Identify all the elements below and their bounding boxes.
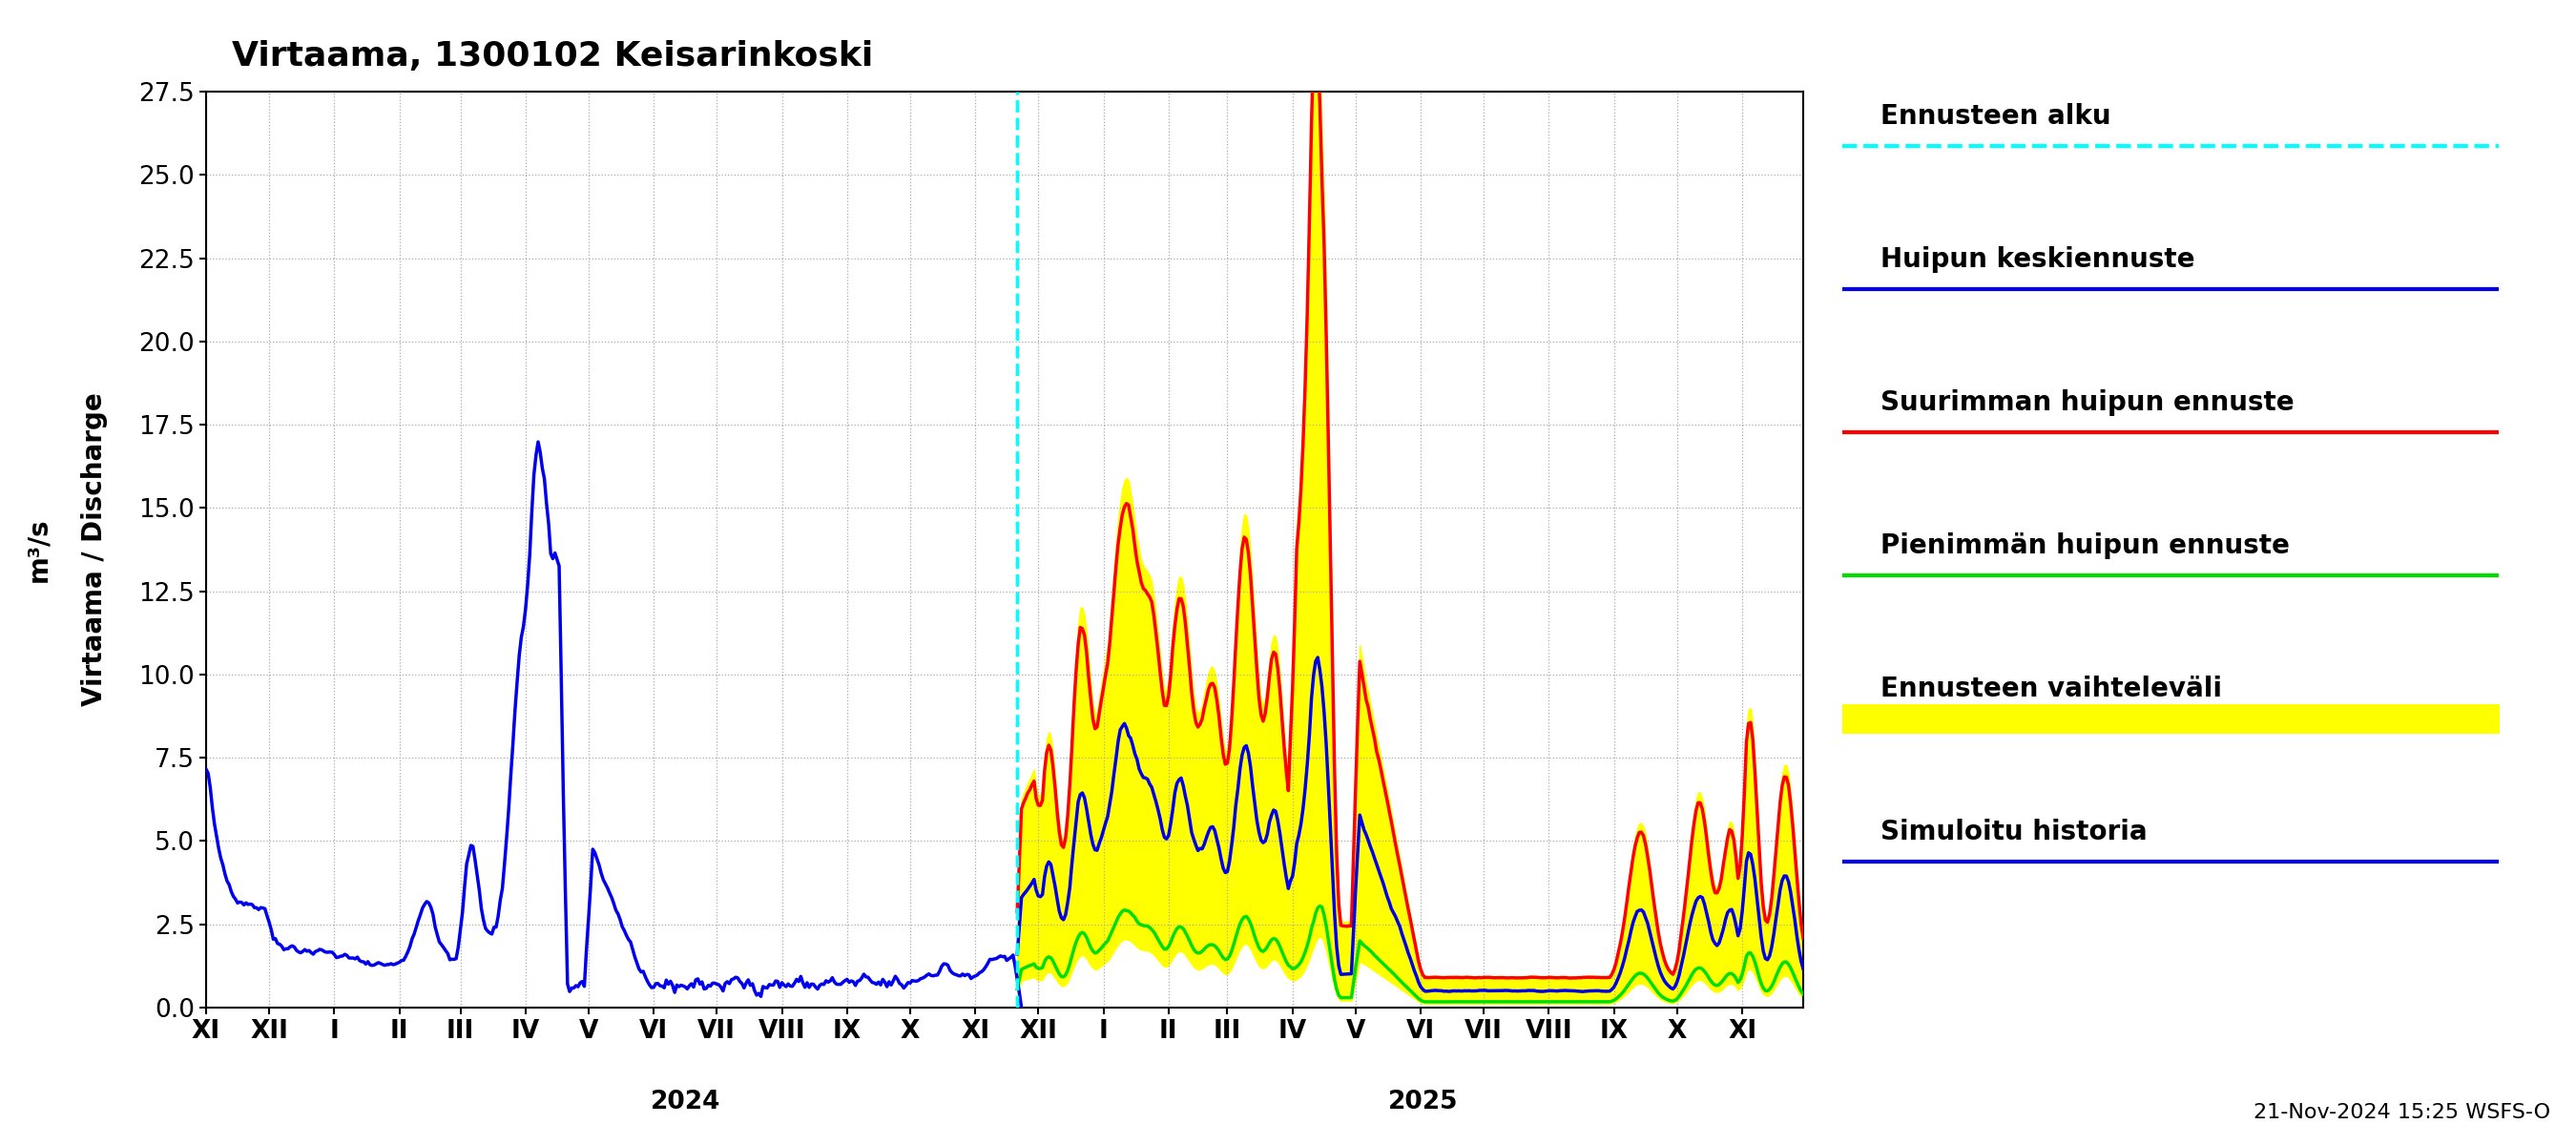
Text: 2025: 2025 — [1388, 1090, 1458, 1115]
Text: Virtaama / Discharge: Virtaama / Discharge — [80, 393, 108, 706]
Text: Suurimman huipun ennuste: Suurimman huipun ennuste — [1880, 389, 2295, 416]
Text: Huipun keskiennuste: Huipun keskiennuste — [1880, 246, 2195, 273]
Text: 21-Nov-2024 15:25 WSFS-O: 21-Nov-2024 15:25 WSFS-O — [2254, 1103, 2550, 1122]
Text: Pienimmän huipun ennuste: Pienimmän huipun ennuste — [1880, 532, 2290, 559]
Text: Ennusteen vaihteleväli: Ennusteen vaihteleväli — [1880, 676, 2223, 702]
Text: m³/s: m³/s — [26, 518, 52, 582]
Text: 2024: 2024 — [649, 1090, 721, 1115]
Text: Ennusteen alku: Ennusteen alku — [1880, 103, 2110, 129]
Text: Virtaama, 1300102 Keisarinkoski: Virtaama, 1300102 Keisarinkoski — [232, 40, 873, 72]
Text: Simuloitu historia: Simuloitu historia — [1880, 819, 2148, 845]
